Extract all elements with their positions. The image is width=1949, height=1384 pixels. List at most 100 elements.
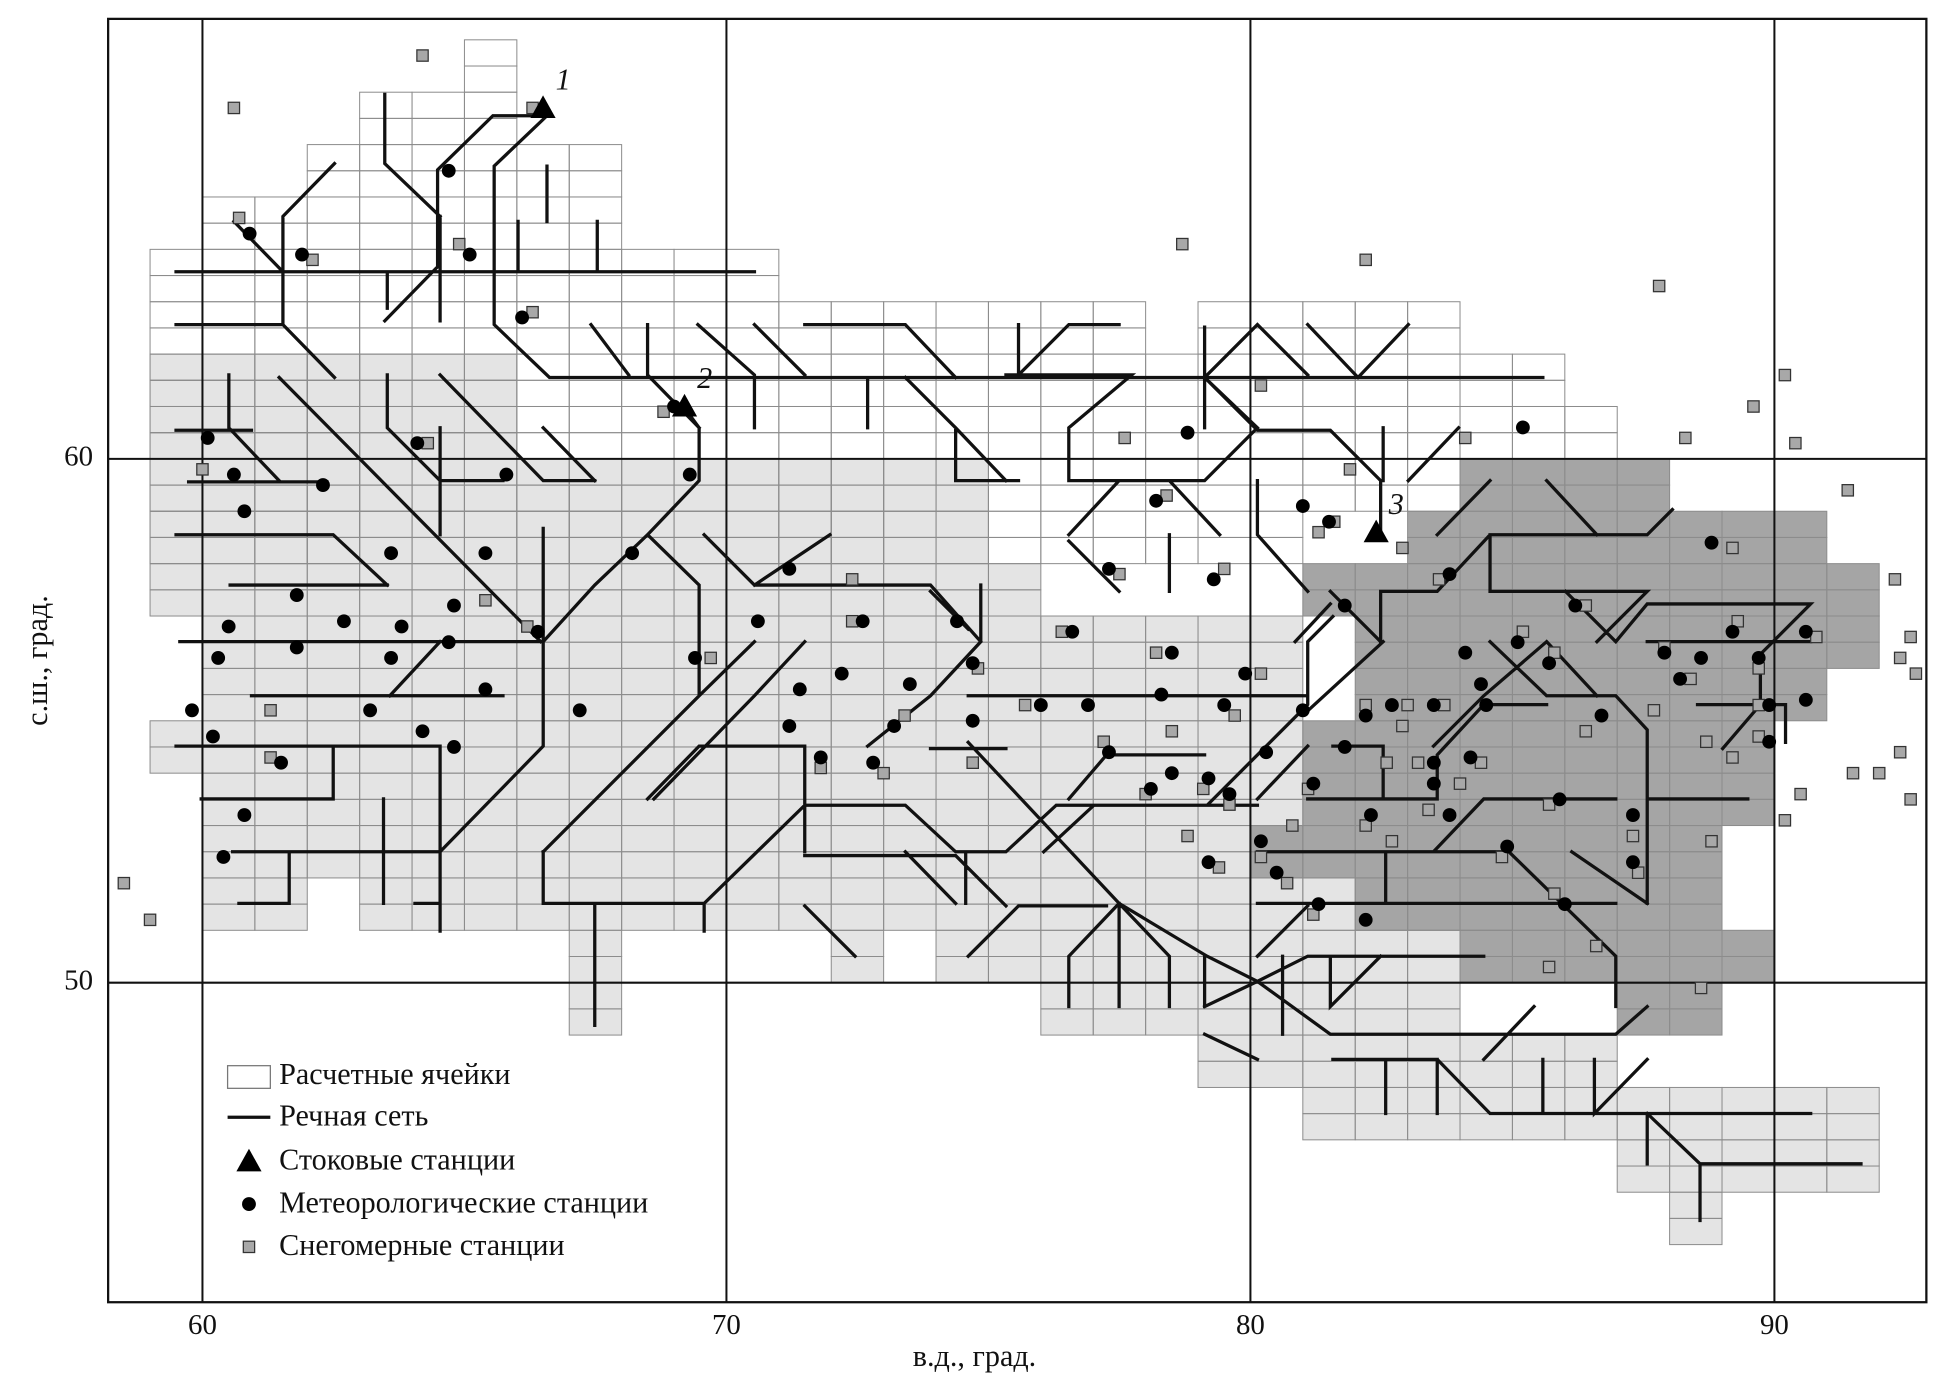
legend-label: Стоковые станции bbox=[279, 1142, 515, 1176]
meteo-station bbox=[515, 310, 530, 325]
meteo-station bbox=[1102, 745, 1116, 760]
legend-label: Речная сеть bbox=[279, 1098, 428, 1132]
meteo-station bbox=[1201, 771, 1216, 786]
snow-station bbox=[1312, 525, 1325, 539]
meteo-station bbox=[410, 436, 425, 451]
snow-station bbox=[1422, 803, 1435, 817]
cell bbox=[1826, 1139, 1880, 1167]
meteo-station bbox=[1358, 708, 1373, 723]
meteo-station bbox=[1081, 698, 1095, 712]
x-axis-label: в.д., град. bbox=[913, 1339, 1036, 1373]
cell bbox=[463, 39, 518, 67]
snow-station bbox=[1181, 829, 1194, 843]
snow-station bbox=[1789, 436, 1802, 450]
snow-station bbox=[264, 704, 277, 717]
snow-station bbox=[1778, 814, 1792, 827]
meteo-station bbox=[750, 614, 765, 629]
meteo-station bbox=[337, 614, 351, 629]
x-tick-label: 80 bbox=[1236, 1309, 1265, 1341]
snow-station bbox=[1794, 787, 1807, 801]
meteo-station bbox=[1626, 808, 1640, 822]
meteo-station bbox=[688, 651, 702, 665]
snow-station bbox=[1626, 829, 1640, 843]
gauging-station bbox=[671, 393, 698, 417]
meteo-station bbox=[1164, 766, 1179, 781]
snow-station bbox=[1343, 463, 1357, 476]
meteo-station bbox=[441, 163, 456, 178]
meteo-station bbox=[1306, 776, 1321, 791]
snow-station bbox=[1097, 735, 1110, 749]
snow-station bbox=[1495, 850, 1509, 864]
cell bbox=[1669, 1191, 1723, 1219]
meteo-station bbox=[1295, 703, 1310, 718]
snow-station bbox=[1589, 939, 1603, 953]
gauging-station bbox=[236, 1148, 262, 1172]
meteo-station bbox=[530, 624, 545, 639]
meteo-station bbox=[274, 755, 288, 770]
cell bbox=[1669, 825, 1723, 853]
meteo-station bbox=[965, 713, 980, 728]
snow-station bbox=[845, 573, 859, 586]
snow-station bbox=[143, 913, 157, 927]
snow-station bbox=[1286, 819, 1299, 832]
meteo-station bbox=[1206, 572, 1221, 587]
y-tick-label: 50 bbox=[64, 964, 93, 996]
meteo-station bbox=[478, 546, 493, 561]
meteo-station bbox=[1217, 698, 1232, 712]
meteo-station bbox=[1458, 645, 1473, 660]
frame bbox=[107, 17, 1928, 1304]
cell bbox=[987, 563, 1042, 591]
meteo-station bbox=[792, 682, 807, 697]
snow-station bbox=[898, 709, 911, 722]
snow-station bbox=[1904, 630, 1917, 644]
snow-station bbox=[877, 766, 890, 780]
meteo-station bbox=[1238, 666, 1253, 681]
snow-station bbox=[1705, 834, 1718, 848]
meteo-station bbox=[447, 598, 461, 613]
snow-station bbox=[1679, 431, 1692, 445]
cell bbox=[463, 353, 518, 381]
meteo-station bbox=[1149, 493, 1164, 508]
meteo-station bbox=[206, 729, 220, 744]
cell bbox=[463, 405, 518, 434]
meteo-station bbox=[295, 247, 309, 262]
snow-station bbox=[1548, 646, 1561, 659]
snow-station bbox=[1548, 887, 1561, 900]
meteo-station bbox=[1552, 792, 1567, 807]
snow-station bbox=[521, 620, 534, 633]
snow-station bbox=[1747, 400, 1760, 413]
meteo-station bbox=[499, 467, 514, 482]
cell bbox=[1407, 301, 1461, 329]
meteo-station bbox=[1201, 855, 1216, 870]
x-tick-label: 60 bbox=[188, 1309, 217, 1341]
meteo-station bbox=[1751, 651, 1766, 665]
snow-station bbox=[1280, 876, 1294, 890]
meteo-station bbox=[1426, 755, 1441, 770]
meteo-station bbox=[289, 640, 304, 655]
snow-station bbox=[196, 463, 209, 476]
snow-station bbox=[306, 253, 319, 267]
station-label: 3 bbox=[1388, 487, 1404, 521]
snow-station bbox=[1652, 279, 1666, 293]
meteo-station bbox=[1762, 698, 1777, 712]
x-tick-label: 70 bbox=[712, 1309, 741, 1341]
snow-station bbox=[1385, 834, 1399, 848]
meteo-station bbox=[1798, 692, 1813, 707]
cell bbox=[1092, 301, 1147, 329]
snow-station bbox=[1810, 630, 1823, 644]
meteo-station bbox=[1762, 734, 1777, 749]
snow-station bbox=[416, 49, 429, 62]
meteo-station bbox=[384, 651, 399, 665]
snow-station bbox=[1841, 484, 1855, 497]
gauging-station bbox=[530, 95, 556, 118]
snow-station bbox=[1212, 861, 1226, 874]
legend-label: Снегомерные станции bbox=[279, 1228, 565, 1262]
meteo-station bbox=[1694, 651, 1708, 665]
meteo-station bbox=[887, 719, 902, 733]
grid-layer bbox=[108, 18, 1927, 1303]
meteo-station bbox=[1500, 839, 1515, 854]
snow-station bbox=[966, 756, 980, 769]
snow-station bbox=[1700, 735, 1713, 749]
meteo-station bbox=[1568, 598, 1583, 613]
snow-station bbox=[1149, 646, 1163, 659]
